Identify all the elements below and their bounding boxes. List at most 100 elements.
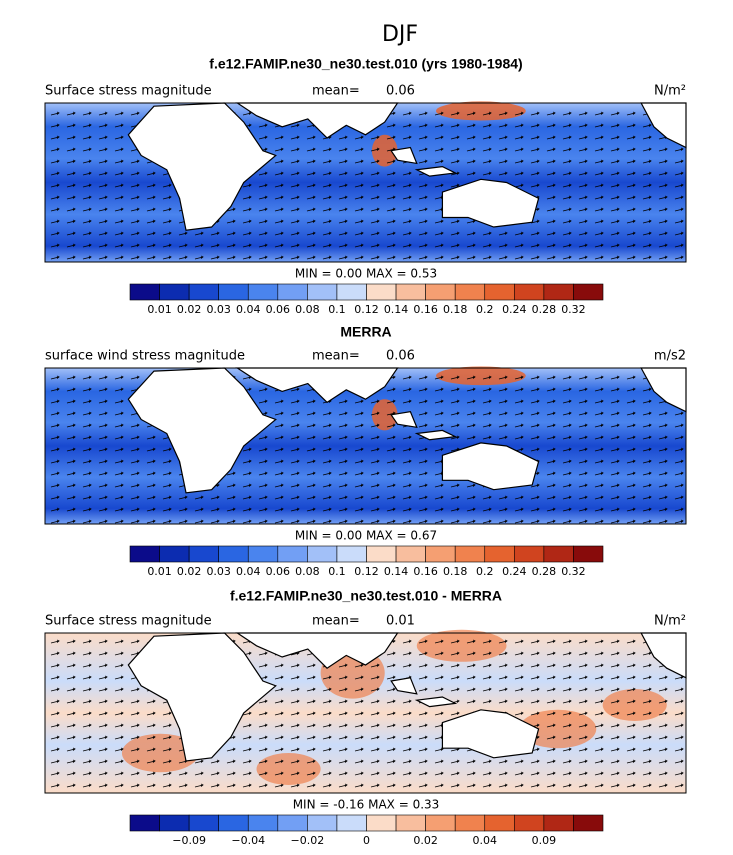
land [441,709,540,759]
land [441,178,540,228]
colorbar-label: 0.01 [147,565,172,578]
mean-label: mean= [312,349,360,364]
min-max: MIN = -0.16 MAX = 0.33 [293,798,440,812]
colorbar-box [366,283,397,301]
colorbar-box [218,545,249,563]
colorbar-box [514,814,545,832]
min-max: MIN = 0.00 MAX = 0.67 [295,529,437,543]
colorbar-label: 0.04 [473,834,498,847]
colorbar-box [454,283,486,301]
colorbar-box [247,283,279,301]
colorbar-label: 0.08 [295,303,320,316]
mean-value: 0.06 [386,84,415,99]
colorbar-box [336,814,367,832]
mean-label: mean= [312,84,360,99]
colorbar-box [277,814,308,832]
colorbar-label: 0.06 [266,565,291,578]
colorbar-label: −0.04 [231,834,265,847]
colorbar-label: 0.02 [177,565,202,578]
colorbar-label: 0.04 [236,565,261,578]
colorbar-box [573,545,604,563]
mean-value: 0.01 [386,614,415,629]
colorbar-label: 0.04 [236,303,261,316]
colorbar-box [277,545,308,563]
colorbar-label: 0.2 [476,303,494,316]
colorbar-label: 0.2 [476,565,494,578]
colorbar-box [307,545,338,563]
colorbar-box [484,283,515,301]
colorbar-box [247,545,279,563]
colorbar-box [307,283,338,301]
colorbar-label: 0.32 [561,303,586,316]
colorbar-box [484,814,515,832]
figure-title: DJF [382,22,418,47]
colorbar-box [543,545,574,563]
colorbar-label: 0.28 [532,565,557,578]
panel-label: Surface stress magnitude [45,84,212,99]
mean-value: 0.06 [386,349,415,364]
colorbar-box [543,283,574,301]
colorbar-label: 0.16 [413,303,438,316]
colorbar-label: 0.14 [384,303,409,316]
panel-title: f.e12.FAMIP.ne30_ne30.test.010 (yrs 1980… [209,56,522,72]
colorbar-box [395,814,426,832]
units: N/m² [654,614,686,629]
colorbar-label: 0.32 [561,565,586,578]
colorbar-box [395,545,426,563]
colorbar-label: 0.16 [413,565,438,578]
panel-label: surface wind stress magnitude [45,349,245,364]
colorbar-box [336,283,367,301]
land [390,411,418,429]
colorbar-label: 0.12 [354,303,379,316]
colorbar-label: 0.01 [147,303,172,316]
panel-title: MERRA [340,324,391,340]
land [235,102,399,139]
panel-label: Surface stress magnitude [45,614,212,629]
colorbar-label: 0.14 [384,565,409,578]
colorbar-box [159,814,190,832]
colorbar-label: 0.09 [532,834,557,847]
colorbar-label: −0.02 [291,834,325,847]
colorbar-box [188,545,219,563]
min-max: MIN = 0.00 MAX = 0.53 [295,267,437,281]
land [127,367,277,494]
colorbar-label: 0.12 [354,565,379,578]
colorbar-box [573,814,604,832]
colorbar-label: 0.02 [177,303,202,316]
colorbar-label: 0.18 [443,303,468,316]
colorbar-box [543,814,574,832]
land [235,367,399,404]
land [235,632,399,669]
land [414,165,458,177]
colorbar-label: 0.28 [532,303,557,316]
colorbar-label: 0.02 [413,834,438,847]
land [127,632,277,762]
colorbar-box [454,814,486,832]
colorbar-box [277,283,308,301]
land [414,696,458,708]
map-frame [44,367,687,525]
colorbar-box [307,814,338,832]
land [441,442,540,491]
colorbar-box [247,814,279,832]
colorbar-box [395,283,426,301]
colorbar-box [129,545,160,563]
colorbar-box [336,545,367,563]
colorbar-box [188,283,219,301]
colorbar-label: −0.09 [172,834,206,847]
colorbar-label: 0.03 [206,565,231,578]
colorbar-box [129,283,160,301]
colorbar-box [514,283,545,301]
colorbar-box [366,545,397,563]
colorbar-label: 0.24 [502,565,527,578]
units: m/s2 [654,349,686,364]
panel-title: f.e12.FAMIP.ne30_ne30.test.010 - MERRA [230,588,502,604]
colorbar-box [454,545,486,563]
colorbar-label: 0.24 [502,303,527,316]
map-frame [44,102,687,263]
colorbar-label: 0.1 [328,303,346,316]
mean-label: mean= [312,614,360,629]
colorbar-label: 0.03 [206,303,231,316]
map-frame [44,632,687,794]
